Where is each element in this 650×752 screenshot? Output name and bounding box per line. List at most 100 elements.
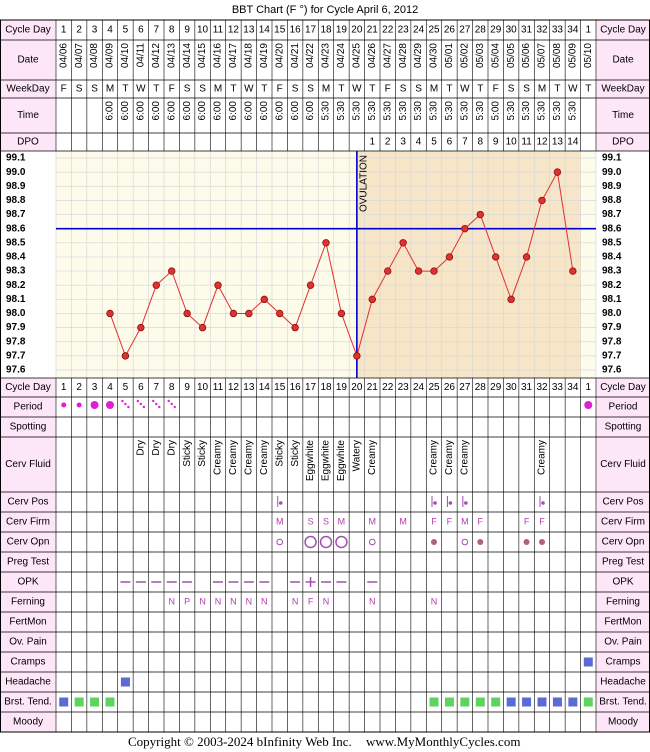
- cell-text: W: [136, 84, 146, 95]
- period-spot: [158, 405, 161, 409]
- y-tick-label: 99.0: [602, 167, 622, 178]
- row-label: Brst. Tend.: [599, 697, 647, 708]
- opn-circle: [461, 538, 469, 546]
- opn-dot: [477, 539, 484, 545]
- cell-text: 18: [320, 382, 332, 393]
- cell-text: 19: [336, 382, 348, 393]
- period-spot: [124, 402, 127, 406]
- obs-letter: N: [230, 596, 237, 606]
- cell-text: F: [61, 84, 67, 95]
- cell-text: 31: [521, 382, 533, 393]
- row-label: Cerv Firm: [601, 517, 645, 528]
- cell-text: 33: [552, 25, 564, 36]
- cell-text: 12: [536, 137, 548, 148]
- row-label: Cerv Fluid: [600, 459, 646, 470]
- opn-dot: [539, 539, 545, 545]
- temp-point: [476, 210, 484, 219]
- cell-text: 3: [92, 382, 98, 393]
- y-tick-label: 98.8: [602, 195, 622, 206]
- y-tick-label: 97.8: [6, 336, 26, 347]
- cell-text: 4: [107, 25, 113, 36]
- fluid-text: Watery: [351, 440, 362, 471]
- cell-text: 10: [197, 25, 209, 36]
- period-spot: [167, 399, 170, 403]
- cell-text: T: [446, 84, 452, 95]
- row-label: DPO: [17, 137, 39, 148]
- cell-text: 11: [521, 137, 532, 148]
- row-label: WeekDay: [6, 84, 49, 95]
- obs-square: [552, 697, 562, 707]
- cell-text: 6:00: [274, 101, 285, 121]
- temp-point: [553, 168, 562, 176]
- y-tick-label: 98.3: [602, 266, 622, 277]
- period-spot: [155, 402, 158, 406]
- cell-text: 04/13: [166, 43, 177, 68]
- y-tick-label: 97.7: [6, 351, 26, 362]
- y-tick-label: 98.3: [6, 266, 26, 277]
- temp-point: [399, 239, 407, 247]
- cell-text: 14: [259, 25, 271, 36]
- period-spot: [136, 399, 140, 403]
- cell-text: 11: [213, 382, 224, 393]
- cell-text: 6:00: [197, 101, 208, 121]
- y-tick-label: 98.2: [6, 280, 26, 291]
- cell-text: 05/02: [459, 43, 470, 68]
- fluid-text: Eggwhite: [336, 440, 347, 482]
- cell-text: 05/04: [490, 43, 501, 68]
- temp-point: [229, 309, 238, 318]
- obs-square: [537, 697, 547, 707]
- temp-point: [183, 309, 191, 318]
- y-tick-label: 97.6: [6, 365, 26, 376]
- cell-text: 2: [76, 382, 82, 393]
- fluid-text: Creamy: [259, 440, 270, 475]
- cell-text: 5: [123, 25, 129, 36]
- y-tick-label: 98.2: [602, 280, 622, 291]
- period-dot: [90, 401, 99, 409]
- cell-text: 04/17: [228, 43, 239, 68]
- row-label: Spotting: [605, 422, 642, 433]
- cell-text: 6:00: [120, 101, 131, 121]
- cell-text: 9: [184, 25, 190, 36]
- row-label: Ov. Pain: [604, 637, 642, 648]
- temp-point: [445, 253, 454, 261]
- cell-text: 21: [367, 25, 379, 36]
- cell-text: 6:00: [213, 101, 224, 121]
- row-label: Date: [612, 55, 634, 66]
- period-spot: [173, 405, 176, 409]
- row-label: OPK: [612, 577, 633, 588]
- row-label: Cramps: [10, 657, 45, 668]
- period-spot: [170, 402, 173, 406]
- y-tick-label: 98.6: [602, 223, 622, 234]
- pos-dot: [433, 501, 437, 505]
- cell-text: 04/27: [382, 43, 393, 68]
- y-tick-label: 98.9: [602, 181, 622, 192]
- label-bg: [596, 20, 650, 151]
- cell-text: 31: [521, 25, 533, 36]
- cell-text: 5:30: [398, 101, 409, 121]
- cell-text: 16: [290, 382, 302, 393]
- period-spot: [127, 405, 130, 409]
- cell-text: T: [554, 84, 560, 95]
- cell-text: 17: [305, 25, 317, 36]
- y-tick-label: 98.6: [6, 223, 26, 234]
- cell-text: 6:00: [182, 101, 193, 121]
- fluid-text: Sticky: [182, 440, 193, 467]
- period-spot: [139, 402, 143, 406]
- cell-text: 5:30: [552, 101, 563, 121]
- cell-text: 12: [228, 382, 240, 393]
- cell-text: 5: [123, 382, 129, 393]
- cell-text: 15: [274, 382, 286, 393]
- temp-point: [492, 253, 500, 261]
- cell-text: 34: [567, 25, 579, 36]
- row-label: Preg Test: [602, 557, 644, 568]
- temp-point: [507, 295, 515, 304]
- copyright: Copyright © 2003-2024 bInfinity Web Inc.: [128, 734, 352, 749]
- obs-square: [475, 697, 485, 707]
- cell-text: 5:30: [444, 101, 455, 121]
- cell-text: 05/10: [583, 43, 594, 68]
- cell-text: 27: [459, 382, 471, 393]
- y-tick-label: 99.1: [602, 153, 622, 164]
- cell-text: 04/25: [351, 43, 362, 68]
- cell-text: 04/20: [274, 43, 285, 68]
- opn-circle: [368, 538, 376, 546]
